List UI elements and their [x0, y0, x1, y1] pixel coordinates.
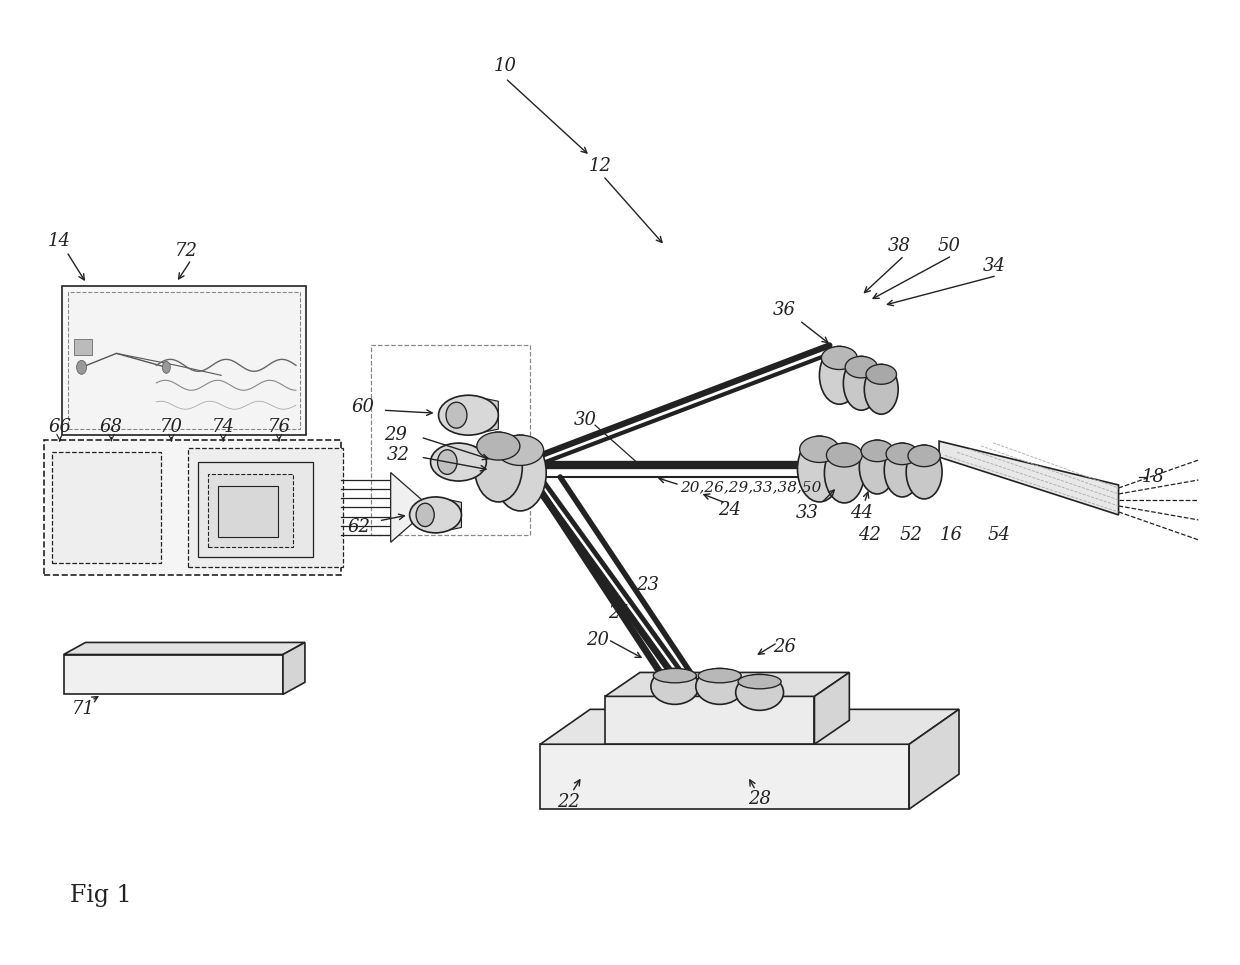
Text: 74: 74 [212, 418, 234, 436]
Text: 28: 28 [748, 790, 771, 808]
Text: 10: 10 [494, 57, 517, 75]
Polygon shape [605, 673, 849, 697]
Bar [198, 462, 312, 557]
Bar [73, 340, 92, 355]
Text: 20: 20 [587, 630, 610, 648]
Ellipse shape [800, 436, 839, 462]
Ellipse shape [495, 435, 546, 510]
Ellipse shape [908, 445, 940, 467]
Text: 72: 72 [175, 241, 197, 260]
Text: 62: 62 [347, 518, 371, 536]
Ellipse shape [884, 443, 920, 497]
Ellipse shape [698, 669, 742, 683]
Text: 68: 68 [100, 418, 123, 436]
Ellipse shape [735, 675, 784, 710]
Bar [52, 452, 161, 563]
Bar [43, 440, 341, 575]
Ellipse shape [821, 346, 857, 370]
Polygon shape [435, 497, 461, 533]
Ellipse shape [825, 443, 864, 503]
Polygon shape [605, 697, 815, 744]
Ellipse shape [162, 361, 170, 373]
Ellipse shape [696, 669, 744, 704]
Text: 71: 71 [72, 701, 95, 718]
Text: 14: 14 [48, 232, 71, 250]
Text: 52: 52 [900, 526, 923, 544]
Ellipse shape [738, 675, 781, 689]
Text: 21: 21 [609, 604, 631, 621]
Text: 36: 36 [773, 301, 796, 319]
Polygon shape [283, 643, 305, 695]
Text: 66: 66 [48, 418, 71, 436]
Text: 22: 22 [557, 793, 579, 811]
Ellipse shape [477, 432, 520, 460]
Ellipse shape [820, 346, 859, 404]
Bar [188, 448, 342, 566]
Bar [371, 345, 531, 535]
Ellipse shape [439, 396, 498, 435]
Ellipse shape [475, 432, 522, 502]
Ellipse shape [826, 443, 862, 467]
Polygon shape [541, 709, 959, 744]
Ellipse shape [77, 360, 87, 374]
Ellipse shape [866, 365, 897, 384]
Ellipse shape [409, 497, 461, 533]
Ellipse shape [887, 443, 919, 465]
Ellipse shape [906, 445, 942, 499]
Text: 76: 76 [268, 418, 290, 436]
Text: 16: 16 [940, 526, 962, 544]
Text: 18: 18 [1142, 468, 1164, 486]
Text: 23: 23 [636, 576, 660, 593]
Bar [63, 654, 283, 695]
Text: 29: 29 [384, 427, 407, 444]
Text: 54: 54 [987, 526, 1011, 544]
Ellipse shape [846, 356, 878, 378]
Ellipse shape [430, 443, 486, 481]
Bar [208, 474, 293, 547]
Polygon shape [815, 673, 849, 744]
Bar [62, 286, 306, 435]
Text: 50: 50 [937, 236, 961, 255]
Polygon shape [541, 744, 909, 809]
Ellipse shape [797, 436, 842, 502]
Ellipse shape [843, 356, 879, 410]
Bar [218, 486, 278, 537]
Polygon shape [63, 643, 305, 654]
Text: 32: 32 [387, 446, 410, 464]
Text: 24: 24 [718, 501, 742, 519]
Text: 30: 30 [574, 411, 596, 429]
Ellipse shape [861, 440, 893, 461]
Ellipse shape [653, 669, 697, 683]
Ellipse shape [446, 402, 467, 428]
Ellipse shape [438, 450, 458, 475]
Text: 42: 42 [858, 526, 880, 544]
Text: 60: 60 [351, 399, 374, 416]
Text: 33: 33 [796, 504, 818, 522]
Text: 38: 38 [888, 236, 910, 255]
Ellipse shape [651, 669, 699, 704]
Ellipse shape [864, 365, 898, 414]
Ellipse shape [859, 440, 895, 494]
Bar [68, 291, 300, 429]
Text: Fig 1: Fig 1 [69, 884, 131, 907]
Text: 44: 44 [849, 504, 873, 522]
Polygon shape [909, 709, 959, 809]
Polygon shape [391, 473, 430, 542]
Polygon shape [939, 441, 1118, 515]
Text: 26: 26 [773, 638, 796, 655]
Text: 20,26,29,33,38,50: 20,26,29,33,38,50 [680, 480, 821, 494]
Polygon shape [459, 443, 486, 481]
Text: 70: 70 [160, 418, 182, 436]
Text: 34: 34 [982, 257, 1006, 275]
Polygon shape [469, 396, 498, 435]
Ellipse shape [417, 503, 434, 527]
Text: 12: 12 [589, 157, 611, 175]
Ellipse shape [497, 435, 543, 465]
